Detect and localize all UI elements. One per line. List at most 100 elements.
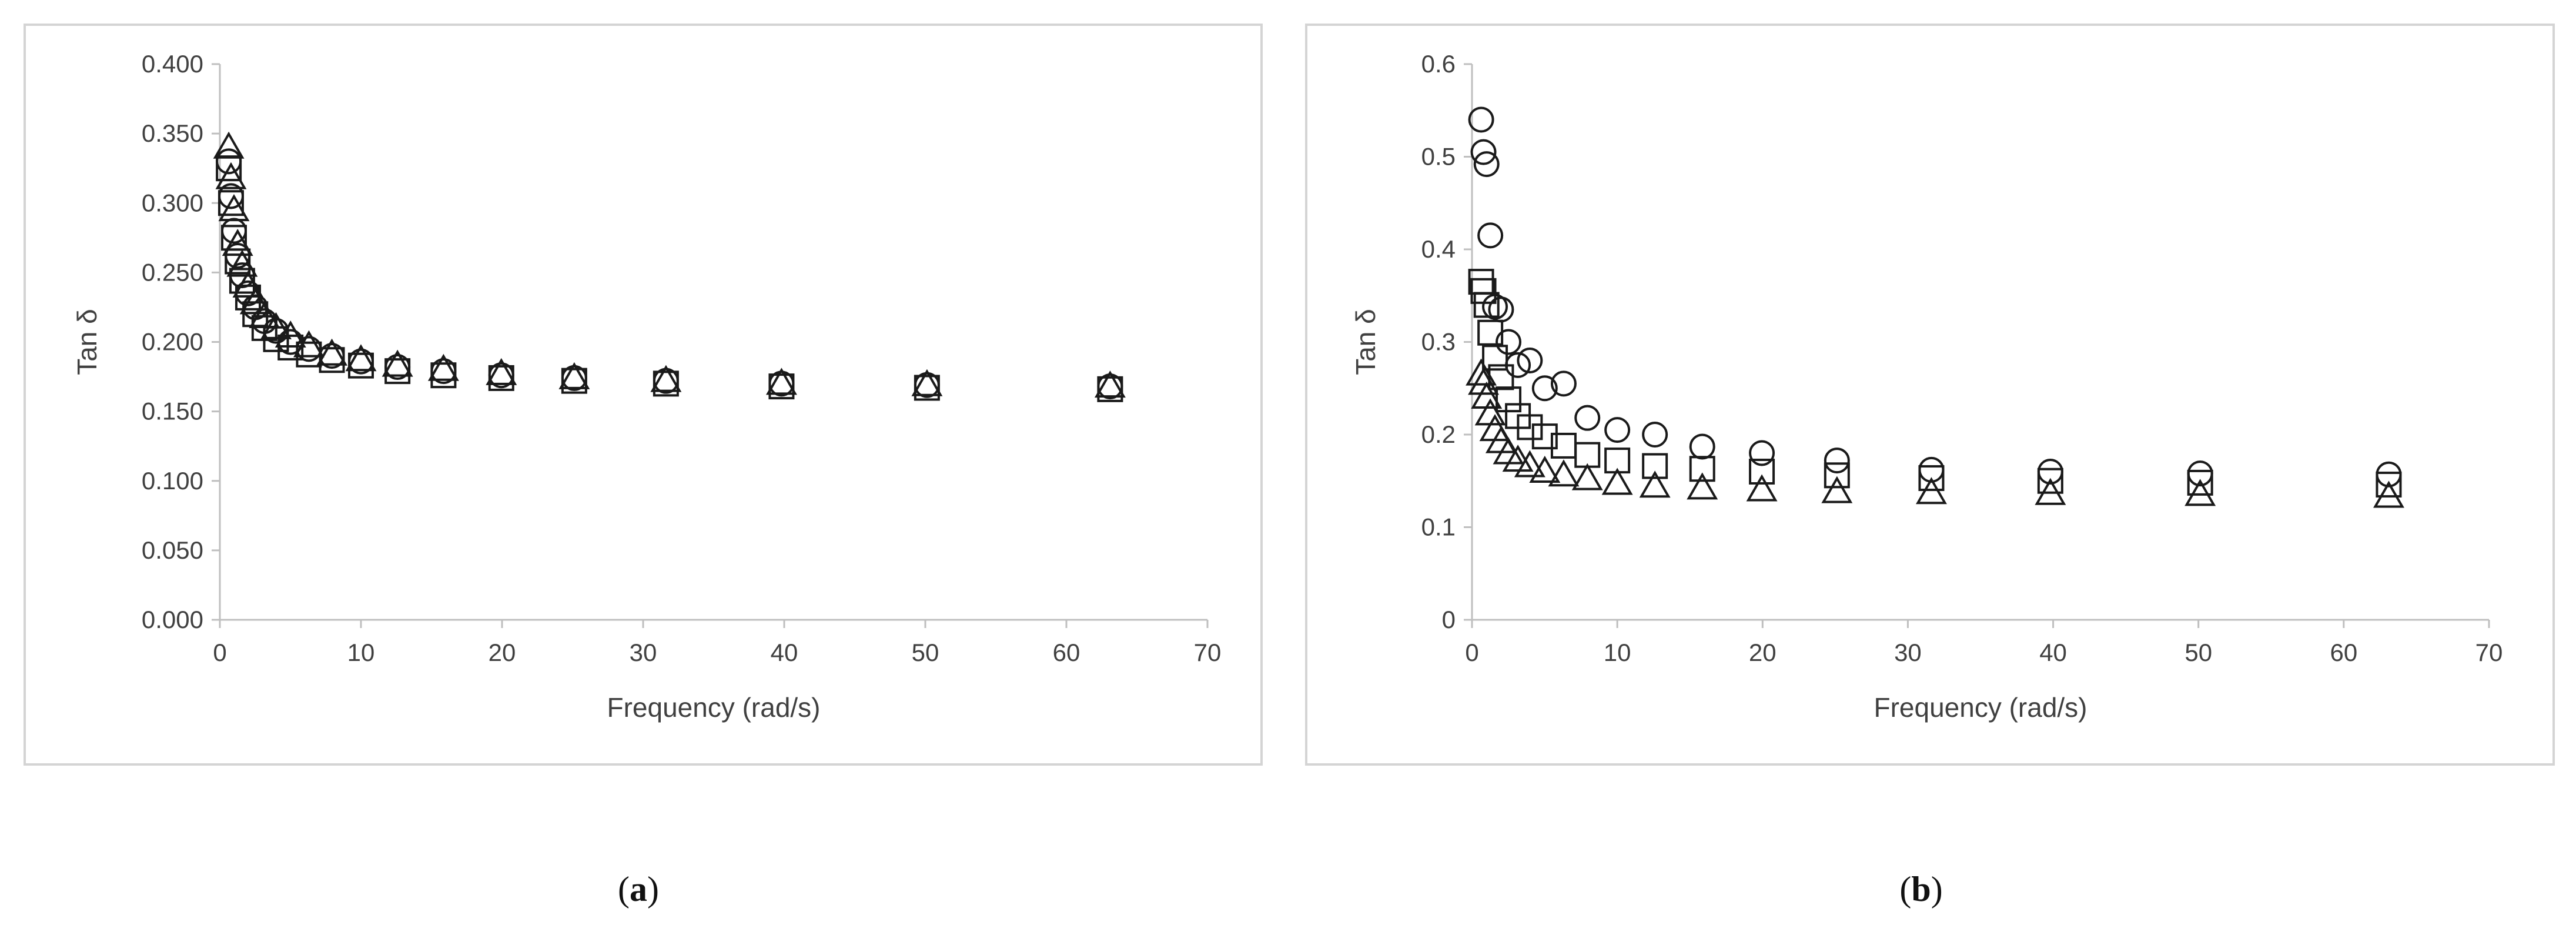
data-point-triangle	[226, 249, 258, 277]
data-point-square	[1097, 376, 1123, 402]
data-point-circle	[1517, 348, 1543, 373]
x-tick-label: 60	[1053, 639, 1080, 666]
data-point-circle	[1477, 222, 1504, 249]
data-point-circle	[1604, 417, 1631, 443]
y-tick-label: 0.050	[142, 536, 203, 564]
chart-a-svg: 0 10 20 30 40 50 60 70 0.000 0.050 0.100 0.150 0.200…	[72, 50, 1222, 723]
data-point-triangle	[345, 344, 377, 372]
data-point-triangle	[1601, 468, 1633, 495]
y-tick-label: 0.3	[1421, 328, 1456, 356]
x-tick-label: 0	[1465, 639, 1478, 666]
y-tick-label: 0.250	[142, 258, 203, 286]
data-point-triangle	[765, 368, 797, 395]
data-point-triangle	[1466, 358, 1497, 386]
data-point-triangle	[427, 353, 459, 381]
data-point-triangle	[1571, 463, 1603, 490]
y-tick-label: 0.5	[1421, 143, 1456, 171]
y-tick-label: 0	[1442, 606, 1456, 633]
data-point-square	[1531, 423, 1558, 450]
data-point-triangle	[1821, 476, 1853, 503]
data-point-square	[768, 373, 795, 400]
data-point-square	[2376, 472, 2402, 498]
y-tick-label: 0.2	[1421, 420, 1456, 448]
x-axis-title: Frequency (rad/s)	[1874, 692, 2087, 723]
x-tick-label: 60	[2330, 639, 2357, 666]
data-point-square	[1642, 453, 1668, 479]
y-tick-label: 0.350	[142, 119, 203, 147]
data-point-square	[653, 370, 679, 397]
data-point-square	[1689, 456, 1715, 482]
caption-a: (a)	[618, 870, 659, 909]
x-tick-label: 30	[630, 639, 657, 666]
data-point-circle	[1550, 370, 1577, 397]
data-point-circle	[1642, 422, 1668, 448]
y-axis-title: Tan δ	[72, 309, 102, 375]
data-point-circle	[1470, 139, 1497, 165]
chart-b-svg: 0 10 20 30 40 50 60 70 0 0.1 0.2 0.3 0.4 0.5 0.6 Freque…	[1350, 50, 2503, 723]
data-point-triangle	[1639, 470, 1671, 498]
x-tick-label: 0	[213, 639, 226, 666]
caption-b: (b)	[1899, 870, 1943, 909]
data-point-triangle	[1468, 368, 1499, 395]
data-point-square	[1824, 462, 1850, 489]
caption-a-letter: a	[630, 870, 647, 909]
data-point-triangle	[293, 330, 324, 358]
data-point-triangle	[558, 362, 590, 389]
data-point-square	[1517, 414, 1543, 440]
data-point-square	[914, 375, 940, 401]
data-point-triangle	[2373, 480, 2404, 508]
x-tick-label: 40	[771, 639, 798, 666]
data-point-triangle	[275, 320, 306, 348]
x-tick-label: 20	[489, 639, 516, 666]
data-point-circle	[1824, 448, 1850, 474]
data-point-circle	[1473, 151, 1500, 178]
data-point-triangle	[222, 229, 253, 256]
x-tick-label: 10	[347, 639, 375, 666]
data-point-triangle	[1687, 472, 1718, 500]
y-tick-label: 0.6	[1421, 50, 1456, 78]
data-point-triangle	[382, 349, 413, 377]
x-tick-label: 30	[1894, 639, 1922, 666]
data-point-triangle	[486, 358, 517, 385]
data-point-square	[1473, 292, 1500, 318]
x-tick-label: 20	[1749, 639, 1777, 666]
x-tick-label: 10	[1604, 639, 1631, 666]
y-tick-label: 0.200	[142, 328, 203, 356]
data-point-square	[1468, 269, 1494, 295]
data-point-triangle	[1548, 459, 1580, 487]
data-point-triangle	[249, 300, 280, 328]
data-point-square	[218, 190, 244, 216]
data-point-triangle	[2035, 477, 2066, 505]
y-tick-label: 0.4	[1421, 235, 1456, 263]
y-tick-label: 0.100	[142, 467, 203, 495]
x-tick-label: 50	[912, 639, 939, 666]
data-point-triangle	[215, 162, 247, 189]
x-tick-label: 50	[2184, 639, 2212, 666]
y-axis-title: Tan δ	[1350, 309, 1381, 375]
data-point-triangle	[316, 338, 348, 366]
data-point-triangle	[2184, 479, 2216, 506]
data-point-triangle	[1916, 477, 1947, 505]
data-point-circle	[1468, 106, 1494, 133]
y-tick-label: 0.1	[1421, 513, 1456, 541]
y-tick-label: 0.150	[142, 398, 203, 425]
data-point-triangle	[232, 270, 264, 298]
data-point-square	[1477, 319, 1504, 346]
x-tick-label: 40	[2039, 639, 2067, 666]
data-point-triangle	[260, 312, 292, 339]
data-point-triangle	[1746, 474, 1778, 502]
data-point-triangle	[1474, 398, 1506, 426]
data-point-triangle	[1502, 445, 1534, 472]
y-tick-label: 0.300	[142, 189, 203, 216]
data-point-square	[561, 368, 587, 394]
x-tick-label: 70	[1194, 639, 1222, 666]
chart-panel-b: 0 10 20 30 40 50 60 70 0 0.1 0.2 0.3 0.4 0.5 0.6 Freque…	[1305, 24, 2555, 766]
data-point-circle	[1496, 329, 1522, 355]
data-point-circle	[1689, 433, 1715, 460]
data-point-circle	[1749, 440, 1775, 466]
data-point-square	[2037, 468, 2063, 494]
data-point-triangle	[911, 369, 943, 396]
y-tick-label: 0.400	[142, 50, 203, 78]
x-axis-title: Frequency (rad/s)	[607, 692, 820, 723]
caption-b-letter: b	[1911, 870, 1931, 909]
